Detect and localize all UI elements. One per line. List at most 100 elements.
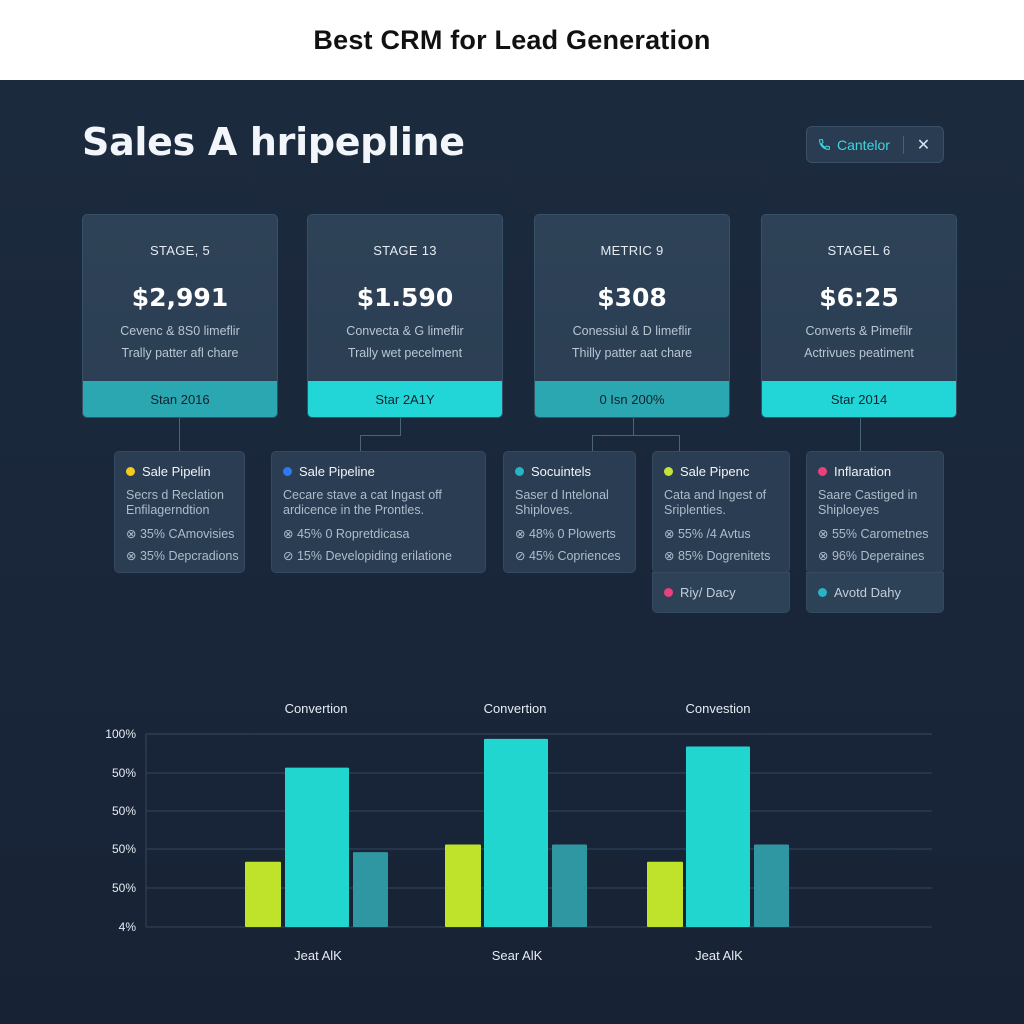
detail-title: Sale Pipelin [126,464,211,479]
detail-card[interactable]: Sale Pipelin Secrs d Reclation Enfilagern… [114,451,245,573]
connector-line [360,435,401,436]
detail-description: Secrs d Reclation Enfilagerndtion [126,488,224,517]
detail-stat: ⊗ 35% CAmovisies [126,527,235,541]
phone-icon [819,139,830,150]
detail-description: Cecare stave a cat Ingast off ardicence i… [283,488,442,517]
top-banner: Best CRM for Lead Generation [0,0,1024,80]
chart-bar [552,844,587,927]
chart-bar [484,738,548,927]
stage-subtext: Trally patter afl chare [121,346,239,360]
connector-line [400,418,401,435]
stage-card[interactable]: STAGE 13 $1.590 Convecta & G limeflir Tr… [307,214,503,418]
stage-subtext: Converts & Pimefilr [805,324,913,338]
detail-footer-item[interactable]: Avotd Dahy [806,572,944,613]
detail-card[interactable]: Sale Pipeline Cecare stave a cat Ingast … [271,451,486,573]
detail-card[interactable]: Inflaration Saare Castiged in Shiploeyes … [806,451,944,573]
close-icon: ✕ [916,136,931,154]
chart-bar [647,861,683,927]
detail-stat: ⊗ 55% /4 Avtus [664,527,751,541]
y-tick-label: 100% [105,727,136,741]
detail-stat: ⊗ 96% Deperaines [818,549,925,563]
stage-value: $308 [597,283,667,312]
group-title: Convertion [285,701,348,716]
y-tick-label: 50% [112,766,136,780]
detail-stat: ⊗ 48% 0 Plowerts [515,527,616,541]
stage-subtext: Conessiul & D limeflir [572,324,692,338]
detail-stat: ⊘ 45% Copriences [515,549,621,563]
conversion-chart-svg: 100% 50% 50% 50% 50% 4% Jeat AlK Convertion Sear… [105,701,932,963]
detail-stat: ⊘ 15% Developiding erilatione [283,549,452,563]
stage-label: STAGE 13 [373,243,437,258]
stage-card[interactable]: STAGE, 5 $2,991 Cevenc & 8S0 limeflir Tr… [82,214,278,418]
connector-line [860,418,861,451]
group-title: Convertion [484,701,547,716]
header-action-group: Cantelor ✕ [806,126,944,163]
stage-card[interactable]: METRIC 9 $308 Conessiul & D limeflir Thi… [534,214,730,418]
status-dot-icon [515,467,524,476]
stage-subtext: Cevenc & 8S0 limeflir [120,324,240,338]
detail-description: Cata and Ingest of Sriplenties. [664,488,767,517]
detail-footer-item[interactable]: Riy/ Dacy [652,572,790,613]
banner-title: Best CRM for Lead Generation [313,24,711,55]
x-tick-label: Sear AlK [492,948,543,963]
stage-footer-button[interactable]: Star 2014 [762,381,956,417]
chart-bar [245,861,281,927]
stage-footer-button[interactable]: Stan 2016 [83,381,277,417]
chart-bar [353,852,388,927]
stage-value: $6:25 [819,283,899,312]
conversion-chart: 100% 50% 50% 50% 50% 4% Jeat AlK Convertion Sear… [0,680,1024,980]
y-tick-label: 50% [112,842,136,856]
action-divider [903,135,904,154]
group-title: Convestion [685,701,750,716]
detail-title: Sale Pipenc [664,464,749,479]
status-dot-icon [664,467,673,476]
connector-line [679,435,680,451]
stage-value: $1.590 [356,283,454,312]
connector-line [592,435,680,436]
status-dot-icon [664,588,673,597]
stage-label: STAGEL 6 [827,243,891,258]
stage-value: $2,991 [131,283,229,312]
detail-title: Sale Pipeline [283,464,375,479]
detail-stat: ⊗ 55% Carometnes [818,527,929,541]
stage-subtext: Actrivues peatiment [804,346,914,360]
status-dot-icon [818,467,827,476]
chart-bar [686,746,750,927]
chart-bar [754,844,789,927]
detail-stat: ⊗ 45% 0 Ropretdicasa [283,527,410,541]
detail-card[interactable]: Sale Pipenc Cata and Ingest of Sriplentie… [652,451,790,573]
stage-footer-button[interactable]: 0 Isn 200% [535,381,729,417]
x-tick-label: Jeat AlK [294,948,342,963]
connector-line [179,418,180,451]
x-tick-label: Jeat AlK [695,948,743,963]
stage-label: STAGE, 5 [150,243,210,258]
calendar-button-label: Cantelor [837,136,890,153]
stage-subtext: Thilly patter aat chare [571,346,693,360]
detail-title: Socuintels [515,464,591,479]
close-button[interactable]: ✕ [904,127,943,162]
chart-bar [445,844,481,927]
stage-card[interactable]: STAGEL 6 $6:25 Converts & Pimefilr Actri… [761,214,957,418]
status-dot-icon [818,588,827,597]
connector-line [592,435,593,451]
y-tick-label: 50% [112,881,136,895]
detail-stat: ⊗ 85% Dogrenitets [664,549,771,563]
detail-card[interactable]: Socuintels Saser d Intelonal Shiploves. ⊗… [503,451,636,573]
calendar-button[interactable]: Cantelor [807,127,903,162]
detail-stat: ⊗ 35% Depcradions [126,549,239,563]
connector-line [360,435,361,451]
connector-line [633,418,634,435]
y-tick-label: 4% [119,920,137,934]
y-tick-label: 50% [112,804,136,818]
stage-label: METRIC 9 [600,243,664,258]
stage-subtext: Trally wet pecelment [347,346,463,360]
stage-subtext: Convecta & G limeflir [346,324,464,338]
status-dot-icon [126,467,135,476]
crm-dashboard: Sales A hripepline Cantelor ✕ STAGE, 5 $… [0,80,1024,1024]
chart-bar [285,767,349,927]
detail-title: Inflaration [818,464,891,479]
detail-description: Saser d Intelonal Shiploves. [515,488,609,517]
stage-footer-button[interactable]: Star 2A1Y [308,381,502,417]
page-title: Sales A hripepline [82,120,465,164]
detail-description: Saare Castiged in Shiploeyes [818,488,918,517]
